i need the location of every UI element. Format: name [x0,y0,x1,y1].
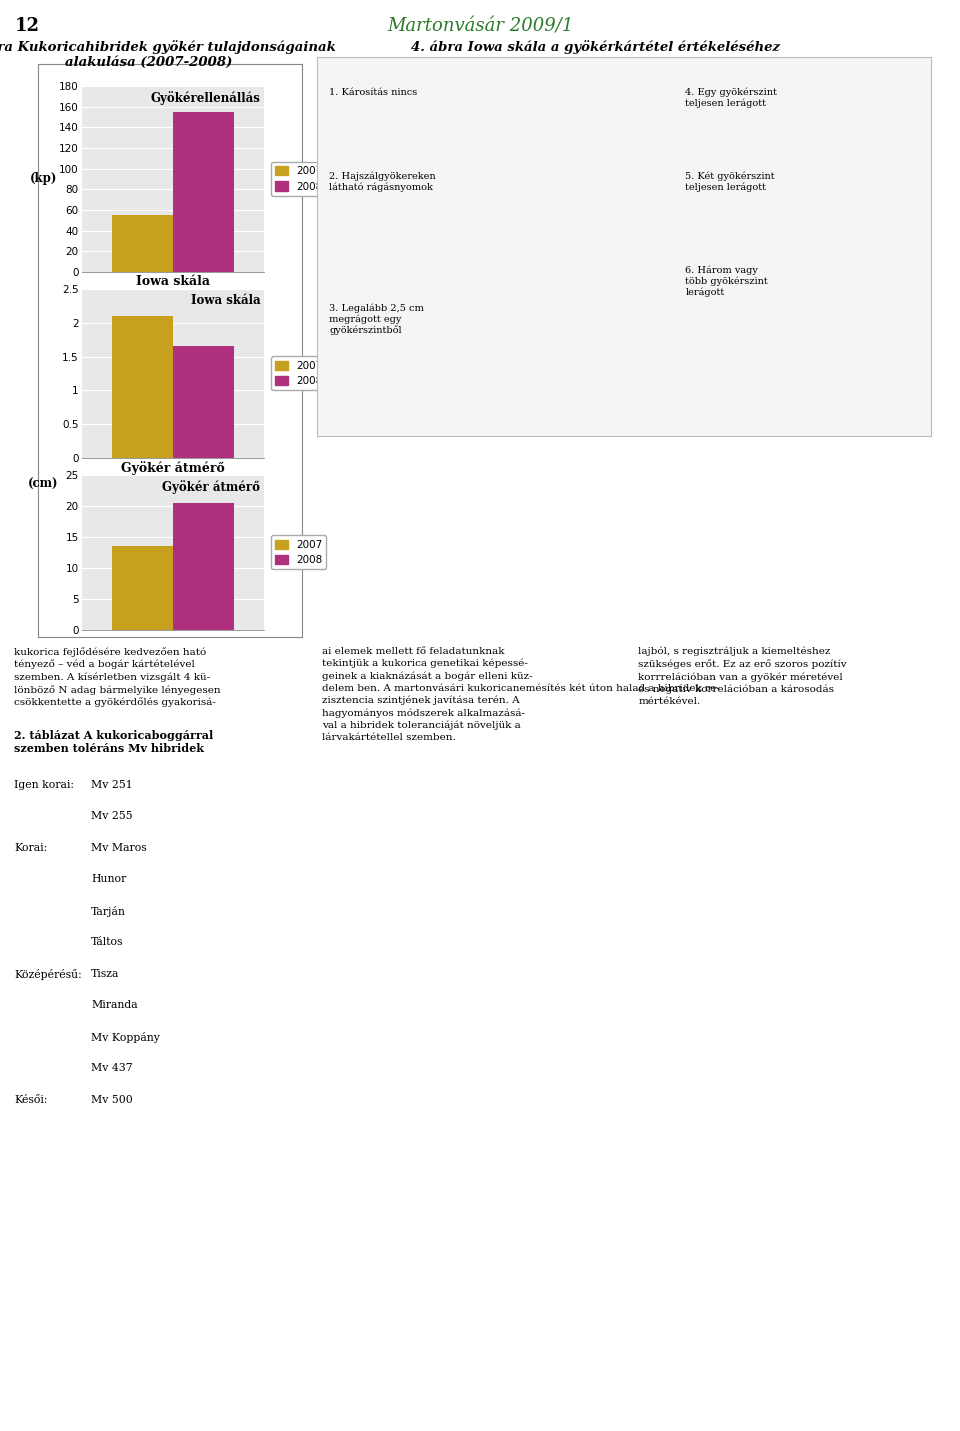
Text: (kp): (kp) [30,172,57,186]
Text: 4. Egy gyökérszint
teljesen lerágott: 4. Egy gyökérszint teljesen lerágott [685,87,778,109]
Text: Korai:: Korai: [14,843,48,853]
Text: 3. ábra Kukoricahibridek gyökér tulajdonságainak
alakulása (2007-2008): 3. ábra Kukoricahibridek gyökér tulajdon… [0,40,336,69]
Text: Késői:: Késői: [14,1095,48,1105]
Bar [112,215,173,272]
Text: Hunor: Hunor [91,874,127,884]
Text: Gyökér átmérő: Gyökér átmérő [162,479,260,494]
Text: lajból, s regisztráljuk a kiemeltéshez
szükséges erőt. Ez az erő szoros pozítív
: lajból, s regisztráljuk a kiemeltéshez s… [638,647,847,705]
Text: 2. táblázat A kukoricaboggárral
szemben toléráns Mv hibridek: 2. táblázat A kukoricaboggárral szemben … [14,730,214,754]
Bar [173,346,233,458]
Text: Martonvásár 2009/1: Martonvásár 2009/1 [387,17,573,36]
Text: 1. Károsítás nincs: 1. Károsítás nincs [329,87,418,96]
Legend: 2007, 2008: 2007, 2008 [271,356,326,391]
Text: 4. ábra Iowa skála a gyökérkártétel értékeléséhez: 4. ábra Iowa skála a gyökérkártétel érté… [411,40,780,54]
Bar [173,112,233,272]
Text: kukorica fejlődésére kedvezően ható
tényező – véd a bogár kártételével
szemben. : kukorica fejlődésére kedvezően ható tény… [14,647,221,707]
Text: 6. Három vagy
több gyökérszint
lerágott: 6. Három vagy több gyökérszint lerágott [685,266,768,298]
Text: Iowa skála: Iowa skála [191,295,260,308]
Text: Mv 251: Mv 251 [91,780,132,790]
Text: Iowa skála: Iowa skála [135,275,210,289]
Text: Gyökérellenállás: Gyökérellenállás [151,92,260,106]
Bar [112,547,173,630]
Legend: 2007, 2008: 2007, 2008 [271,162,326,196]
Text: Mv Maros: Mv Maros [91,843,147,853]
Text: 2. Hajszálgyökereken
látható rágásnyomok: 2. Hajszálgyökereken látható rágásnyomok [329,172,436,192]
Text: 5. Két gyökérszint
teljesen lerágott: 5. Két gyökérszint teljesen lerágott [685,172,775,192]
Text: (cm): (cm) [28,478,59,491]
Text: Tarján: Tarján [91,906,126,917]
Text: Tisza: Tisza [91,969,120,979]
Text: Középérésű:: Középérésű: [14,969,83,980]
Bar [173,502,233,630]
Text: ai elemek mellett fő feladatunknak
tekintjük a kukorica genetikai képessé-
geine: ai elemek mellett fő feladatunknak tekin… [322,647,719,741]
Text: Gyökér átmérő: Gyökér átmérő [121,461,225,475]
Text: Miranda: Miranda [91,1000,138,1010]
Text: 12: 12 [14,17,39,36]
Text: Mv Koppány: Mv Koppány [91,1032,160,1043]
Legend: 2007, 2008: 2007, 2008 [271,535,326,570]
Text: Mv 500: Mv 500 [91,1095,132,1105]
Text: Táltos: Táltos [91,937,124,947]
Text: Mv 437: Mv 437 [91,1063,132,1073]
Text: Igen korai:: Igen korai: [14,780,75,790]
Text: Mv 255: Mv 255 [91,811,132,821]
Text: 3. Legalább 2,5 cm
megrágott egy
gyökérszintből: 3. Legalább 2,5 cm megrágott egy gyökérs… [329,303,424,335]
Bar [112,316,173,458]
